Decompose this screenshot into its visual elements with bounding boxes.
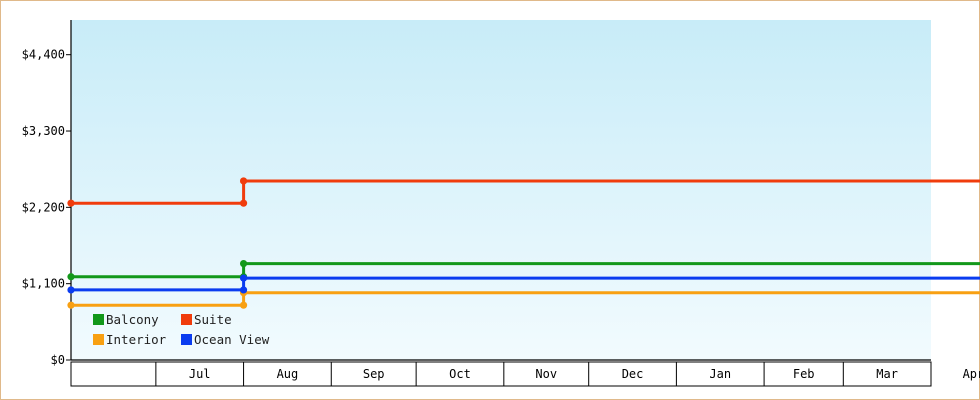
series-group (67, 177, 980, 309)
x-tick-label: Sep (363, 367, 385, 381)
data-point-interior (239, 301, 248, 309)
data-point-interior (67, 301, 75, 309)
data-point-suite (239, 199, 248, 207)
legend-label-suite: Suite (194, 312, 232, 327)
legend-label-interior: Interior (106, 332, 167, 347)
x-tick-label: Dec (622, 367, 644, 381)
x-tick-label: Jul (189, 367, 211, 381)
x-tick-label: Jan (709, 367, 731, 381)
data-point-ocean-view (239, 286, 248, 294)
data-point-suite (239, 177, 248, 185)
legend-swatch-interior (93, 334, 104, 345)
y-tick-label: $4,400 (22, 48, 65, 62)
series-line-suite (71, 179, 980, 205)
legend: Balcony Suite Interior Ocean View (93, 312, 270, 347)
legend-swatch-balcony (93, 314, 104, 325)
data-point-ocean-view (239, 274, 248, 282)
y-tick-label: $2,200 (22, 200, 65, 214)
x-tick-label: Nov (535, 367, 557, 381)
x-tick-label: Oct (449, 367, 471, 381)
y-tick-label: $0 (51, 353, 65, 367)
legend-swatch-suite (181, 314, 192, 325)
y-tick-label: $3,300 (22, 124, 65, 138)
data-point-ocean-view (67, 286, 75, 294)
x-tick-label: Feb (793, 367, 815, 381)
x-tick-label: Aug (277, 367, 299, 381)
data-point-suite (67, 199, 75, 207)
legend-swatch-ocean-view (181, 334, 192, 345)
plot-background (71, 20, 931, 360)
legend-label-ocean-view: Ocean View (194, 332, 270, 347)
y-tick-label: $1,100 (22, 277, 65, 291)
legend-label-balcony: Balcony (106, 312, 159, 327)
x-tick-label: Mar (876, 367, 898, 381)
data-point-balcony (239, 259, 248, 268)
data-point-balcony (67, 273, 75, 281)
x-tick-label: Apr (963, 367, 980, 381)
